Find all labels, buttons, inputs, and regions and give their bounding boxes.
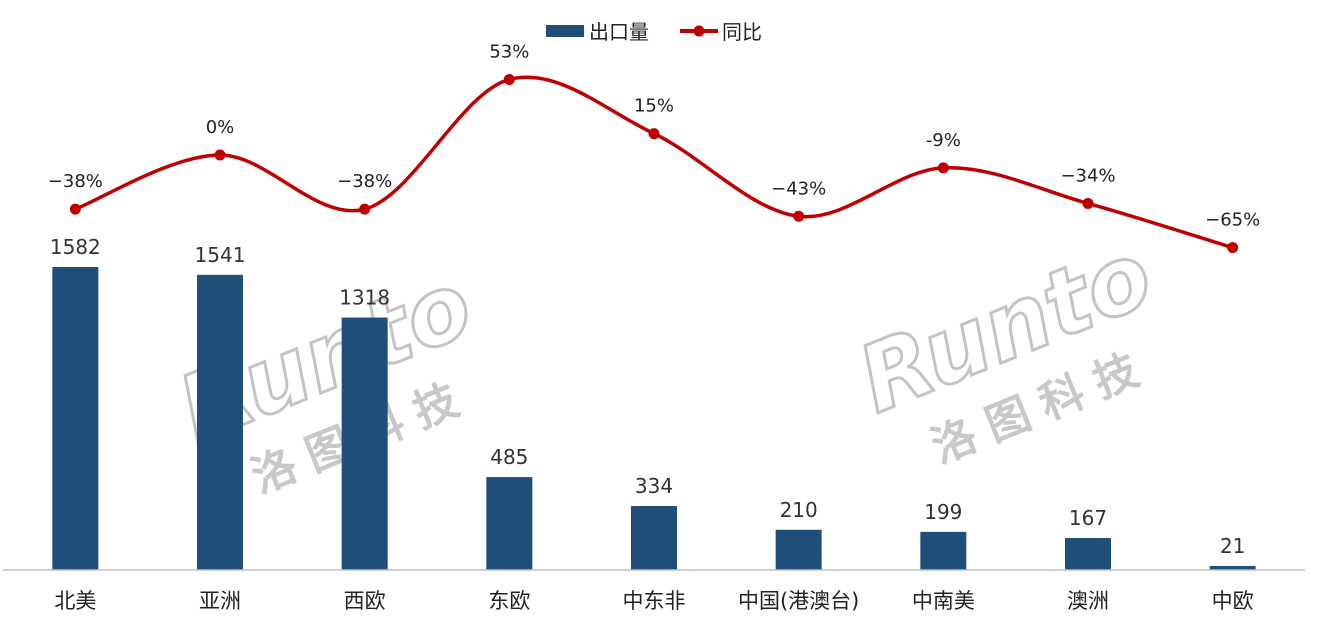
- yoy-value-label-8: −65%: [1205, 210, 1260, 231]
- yoy-point-0: [69, 203, 81, 215]
- line-layer: [69, 73, 1239, 254]
- bar-2: [341, 317, 388, 570]
- yoy-value-label-5: −43%: [771, 178, 826, 199]
- category-label-3: 东欧: [488, 589, 530, 613]
- category-label-7: 澳洲: [1067, 589, 1109, 613]
- bar-7: [1065, 538, 1111, 570]
- bar-value-label-0: 1582: [50, 235, 101, 259]
- bar-1: [197, 274, 243, 570]
- legend-bar-swatch: [546, 25, 584, 37]
- bar-0: [52, 267, 99, 570]
- bar-value-label-5: 210: [780, 498, 818, 522]
- yoy-value-label-7: −34%: [1060, 165, 1115, 186]
- bar-value-label-6: 199: [924, 500, 962, 524]
- yoy-point-5: [793, 210, 805, 222]
- yoy-point-1: [214, 149, 226, 161]
- yoy-point-4: [648, 128, 660, 140]
- category-label-5: 中国(港澳台): [738, 589, 859, 613]
- watermark-right: Runto 洛图科技: [843, 219, 1168, 473]
- legend-line-label: 同比: [722, 20, 762, 44]
- yoy-value-label-6: -9%: [926, 130, 961, 151]
- bar-3: [486, 477, 533, 570]
- category-label-2: 西欧: [344, 589, 386, 613]
- bar-value-label-1: 1541: [195, 243, 246, 267]
- bars-layer: [52, 267, 1256, 570]
- yoy-value-label-2: −38%: [337, 171, 392, 192]
- yoy-point-6: [937, 162, 949, 174]
- yoy-value-label-4: 15%: [634, 96, 674, 117]
- bar-value-label-4: 334: [635, 474, 673, 498]
- legend-bar-label: 出口量: [589, 20, 649, 44]
- yoy-value-label-0: −38%: [48, 171, 103, 192]
- category-label-4: 中东非: [623, 589, 686, 613]
- bar-6: [920, 531, 967, 570]
- yoy-point-7: [1082, 197, 1094, 209]
- yoy-point-2: [359, 203, 371, 215]
- bar-value-label-7: 167: [1069, 506, 1107, 530]
- yoy-point-8: [1227, 242, 1239, 254]
- bar-value-label-2: 1318: [339, 286, 390, 310]
- legend: 出口量 同比: [546, 20, 762, 44]
- category-label-0: 北美: [54, 589, 96, 613]
- bar-value-label-8: 21: [1220, 534, 1245, 558]
- bar-5: [775, 529, 822, 570]
- category-label-1: 亚洲: [199, 589, 241, 613]
- legend-line-marker: [693, 25, 705, 37]
- labels-layer: 1582 1541 1318 485 334 210 199 167 21 北美 亚洲 西欧 东欧 中东非…: [48, 41, 1260, 613]
- category-label-8: 中欧: [1212, 589, 1254, 613]
- bar-value-label-3: 485: [490, 445, 528, 469]
- yoy-value-label-1: 0%: [206, 117, 235, 138]
- yoy-value-label-3: 53%: [489, 41, 529, 62]
- yoy-point-3: [503, 73, 515, 85]
- bar-8: [1209, 565, 1256, 570]
- category-label-6: 中南美: [912, 589, 975, 613]
- bar-4: [631, 506, 677, 570]
